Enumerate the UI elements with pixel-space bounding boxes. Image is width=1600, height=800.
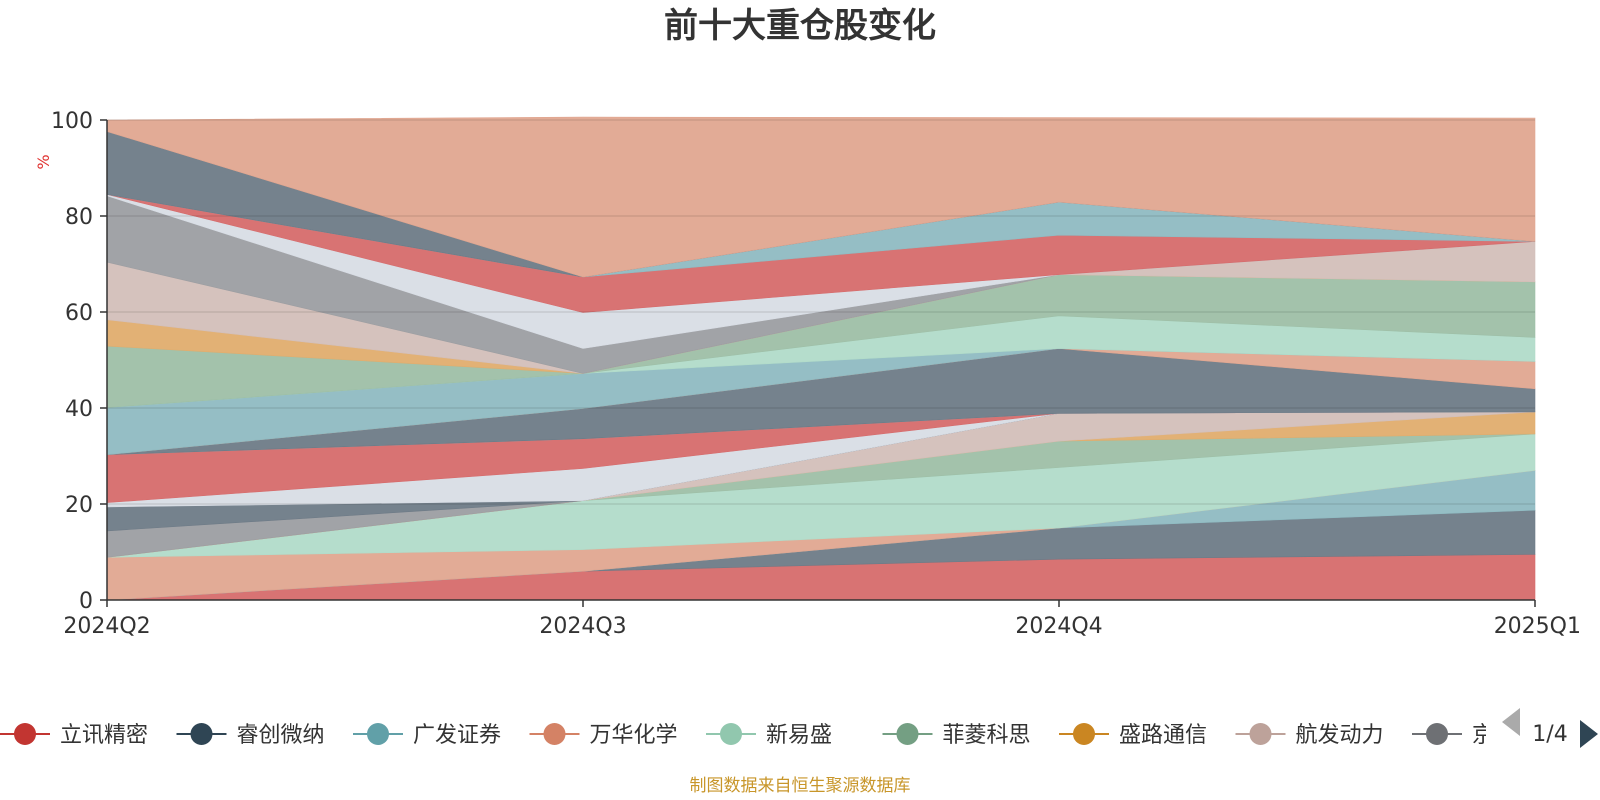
legend-item-7[interactable]: 航发动力 [1235,723,1384,748]
legend-item-6[interactable]: 盛路通信 [1059,723,1207,748]
legend-label-0: 立讯精密 [60,723,148,748]
x-tick-label-0: 2024Q2 [63,614,150,639]
areas-layer [106,116,1536,601]
grid-lines [107,119,1535,505]
legend-item-5[interactable]: 菲菱科思 [882,723,1031,748]
legend-marker-1 [190,723,213,745]
axes: 0 20 40 60 80 100 2024Q2 2024Q3 2024Q4 2025Q1 [51,109,1581,639]
legend-next-arrow-icon[interactable] [1580,720,1598,748]
legend-prev-arrow-icon[interactable] [1502,708,1520,736]
x-tick-label-1: 2024Q3 [539,614,626,639]
legend-marker-6 [1073,723,1095,745]
y-tick-label-3: 60 [65,301,93,326]
legend-items: 立讯精密 睿创微纳 广发证券 万华化学 新易盛 菲菱科思 盛路通信 航发动力 京泉华 [0,723,1538,748]
area-series-25 [106,116,1536,278]
y-axis-unit: % [34,154,53,169]
legend-item-2[interactable]: 广发证券 [353,723,501,748]
legend-label-3: 万华化学 [590,723,678,748]
legend-marker-3 [543,723,566,745]
legend-label-2: 广发证券 [413,723,501,748]
legend-label-1: 睿创微纳 [237,723,325,748]
legend-label-7: 航发动力 [1296,723,1384,748]
legend-marker-8 [1426,723,1448,745]
y-tick-label-2: 40 [65,397,93,422]
legend-item-3[interactable]: 万华化学 [529,723,678,748]
legend-marker-0 [14,723,36,745]
legend-pager: 1/4 [1502,708,1598,748]
legend-item-8[interactable]: 京泉华 [1412,723,1538,748]
legend-item-1[interactable]: 睿创微纳 [176,723,325,748]
legend-page-indicator: 1/4 [1532,722,1567,747]
y-tick-label-5: 100 [51,109,93,134]
legend-item-0[interactable]: 立讯精密 [0,723,148,748]
legend-marker-5 [896,723,919,745]
legend-item-4[interactable]: 新易盛 [706,723,832,748]
legend-label-5: 菲菱科思 [943,723,1031,748]
chart-title: 前十大重仓股变化 [664,6,936,46]
x-tick-label-3: 2025Q1 [1494,614,1581,639]
y-tick-label-1: 20 [65,493,93,518]
y-tick-label-0: 0 [79,589,93,614]
legend-marker-7 [1249,723,1272,745]
legend-label-4: 新易盛 [766,723,832,748]
legend-marker-4 [720,723,742,745]
y-tick-label-4: 80 [65,205,93,230]
data-source-note: 制图数据来自恒生聚源数据库 [690,776,911,796]
legend: 立讯精密 睿创微纳 广发证券 万华化学 新易盛 菲菱科思 盛路通信 航发动力 京泉华 [0,723,1538,748]
x-tick-label-2: 2024Q4 [1015,614,1102,639]
legend-label-8: 京泉华 [1472,723,1538,748]
legend-label-6: 盛路通信 [1119,723,1207,748]
legend-marker-2 [367,723,389,745]
